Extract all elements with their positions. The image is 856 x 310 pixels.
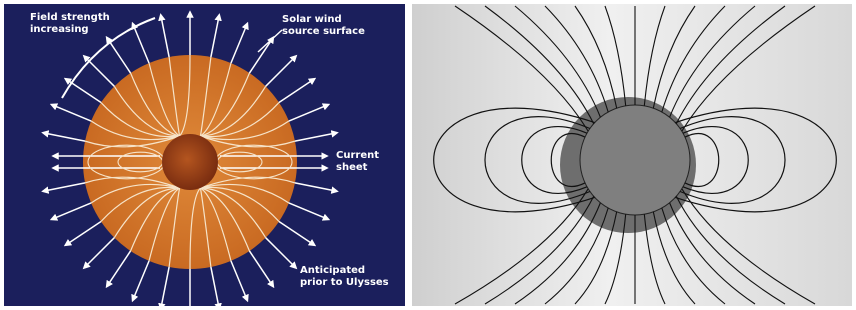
label: Current xyxy=(336,150,379,161)
figure: Field strength increasing Solar wind sou… xyxy=(0,0,856,310)
label: Anticipated xyxy=(300,265,365,276)
label: Solar wind xyxy=(282,14,342,25)
sun xyxy=(162,134,218,190)
left-panel: Field strength increasing Solar wind sou… xyxy=(4,4,405,310)
right-panel xyxy=(412,4,852,306)
label: sheet xyxy=(336,162,368,173)
label: prior to Ulysses xyxy=(300,277,389,288)
label: source surface xyxy=(282,26,365,37)
sun xyxy=(580,105,690,215)
label: increasing xyxy=(30,24,89,35)
label: Field strength xyxy=(30,12,110,23)
